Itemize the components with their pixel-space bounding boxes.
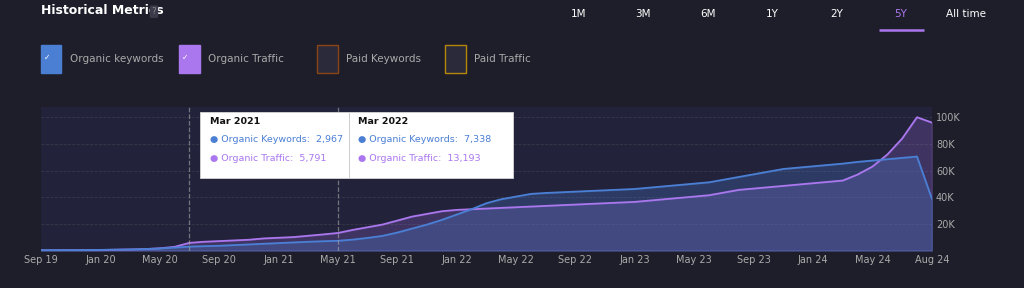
- Text: ✓: ✓: [44, 53, 50, 62]
- Text: 5Y: 5Y: [895, 9, 907, 19]
- FancyBboxPatch shape: [200, 112, 365, 179]
- Text: ● Organic Keywords:  7,338: ● Organic Keywords: 7,338: [358, 135, 492, 144]
- Text: Mar 2022: Mar 2022: [358, 117, 409, 126]
- FancyBboxPatch shape: [348, 112, 513, 179]
- Text: 6M: 6M: [699, 9, 716, 19]
- Text: ?: ?: [152, 7, 157, 16]
- Text: 3M: 3M: [635, 9, 651, 19]
- Text: Organic Traffic: Organic Traffic: [208, 54, 284, 64]
- Text: ● Organic Traffic:  5,791: ● Organic Traffic: 5,791: [210, 154, 327, 162]
- Text: 1Y: 1Y: [766, 9, 778, 19]
- Text: All time: All time: [945, 9, 986, 19]
- Text: Mar 2021: Mar 2021: [210, 117, 260, 126]
- Text: Paid Keywords: Paid Keywords: [346, 54, 421, 64]
- Text: ● Organic Keywords:  2,967: ● Organic Keywords: 2,967: [210, 135, 343, 144]
- Text: Historical Metrics: Historical Metrics: [41, 4, 164, 17]
- Text: ● Organic Traffic:  13,193: ● Organic Traffic: 13,193: [358, 154, 481, 162]
- Text: 1M: 1M: [570, 9, 587, 19]
- Text: Paid Traffic: Paid Traffic: [474, 54, 530, 64]
- Text: Organic keywords: Organic keywords: [70, 54, 163, 64]
- Text: ✓: ✓: [182, 53, 188, 62]
- Text: 2Y: 2Y: [830, 9, 843, 19]
